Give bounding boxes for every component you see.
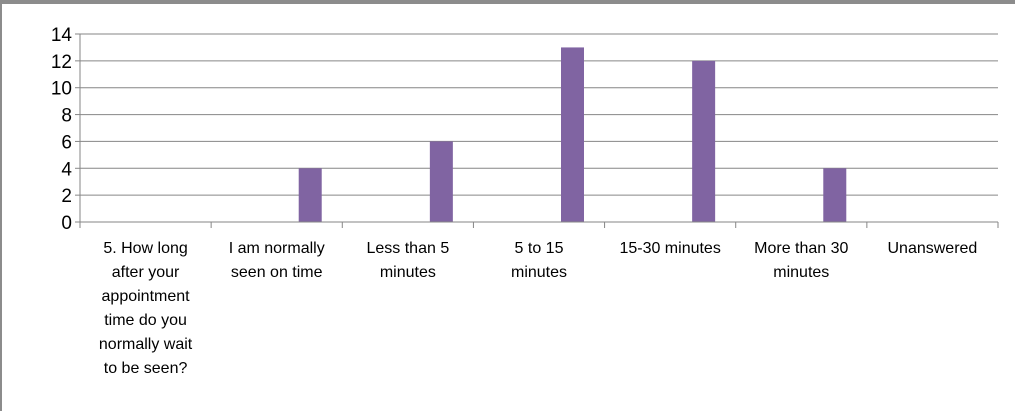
x-category-label: appointment <box>102 288 191 305</box>
axes <box>79 34 999 228</box>
bar <box>429 141 453 222</box>
bar <box>298 168 322 222</box>
x-category-label: Less than 5 <box>366 240 449 257</box>
x-category-label: minutes <box>511 264 567 281</box>
y-axis-ticks: 0 2 4 6 8 10 12 14 <box>51 25 80 234</box>
x-category-label: after your <box>112 264 180 281</box>
y-tick-label: 2 <box>61 186 72 207</box>
x-category-label: to be seen? <box>104 360 188 377</box>
x-category-label: 15-30 minutes <box>619 240 720 257</box>
y-tick-label: 0 <box>61 213 72 234</box>
x-category-label: 5 to 15 <box>515 240 564 257</box>
y-tick-label: 4 <box>61 159 72 180</box>
y-tick-label: 8 <box>61 106 72 127</box>
x-category-label: Unanswered <box>888 240 978 257</box>
x-category-label: 5. How long <box>103 240 188 257</box>
bar <box>823 168 847 222</box>
bar-chart: 0 2 4 6 8 10 12 14 5. How long after your appoint… <box>51 25 999 377</box>
bar <box>692 60 716 222</box>
x-axis-labels: 5. How long after your appointment time do … <box>99 240 977 377</box>
bars <box>298 47 847 222</box>
y-tick-label: 12 <box>51 52 72 73</box>
x-category-label: time do you <box>104 312 187 329</box>
bar <box>561 47 584 222</box>
x-category-label: seen on time <box>231 264 323 281</box>
x-category-label: minutes <box>380 264 436 281</box>
y-tick-label: 14 <box>51 25 73 46</box>
x-category-label: normally wait <box>99 336 193 353</box>
y-tick-label: 10 <box>51 79 72 100</box>
y-tick-label: 6 <box>61 132 72 153</box>
x-category-label: More than 30 <box>754 240 848 257</box>
x-category-label: I am normally <box>229 240 325 257</box>
gridlines <box>80 33 998 196</box>
x-category-label: minutes <box>773 264 829 281</box>
